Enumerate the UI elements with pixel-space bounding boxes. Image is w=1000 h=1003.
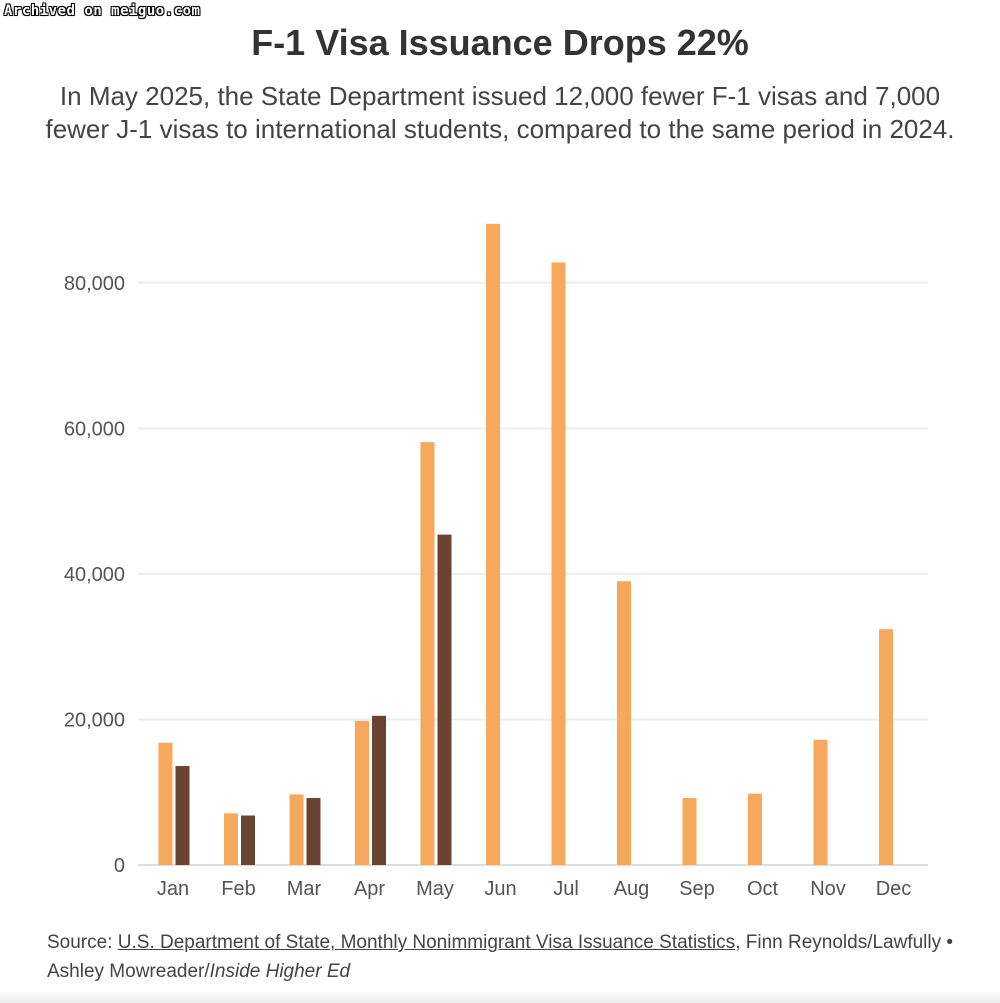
watermark: Archived on meiguo.com: [4, 3, 201, 19]
bar: [372, 715, 386, 865]
bar: [551, 262, 566, 865]
y-tick-label: 80,000: [64, 273, 125, 295]
bar: [306, 798, 321, 865]
x-tick-label: Jan: [157, 878, 189, 900]
x-tick-label: Mar: [287, 878, 322, 900]
source-note: Source: U.S. Department of State, Monthl…: [47, 928, 967, 986]
bar: [420, 442, 435, 865]
x-tick-label: Nov: [810, 878, 846, 900]
bar: [224, 813, 238, 865]
bar-chart: 0 20,000 40,000 60,000 80,000 Jan Feb Mar Apr May…: [64, 223, 928, 900]
x-tick-label: Apr: [354, 878, 385, 900]
y-tick-label: 40,000: [64, 564, 125, 586]
y-tick-label: 0: [114, 855, 125, 877]
bar: [289, 794, 304, 865]
x-tick-label: Sep: [679, 878, 715, 900]
bar: [355, 720, 369, 865]
source-credits: , Finn Reynolds/Lawfully • Ashley Mowrea…: [47, 932, 954, 982]
bar: [158, 742, 173, 865]
x-tick-label: Jun: [484, 878, 516, 900]
source-prefix: Source:: [47, 932, 118, 953]
source-link[interactable]: U.S. Department of State, Monthly Nonimm…: [117, 932, 736, 953]
bar: [813, 739, 828, 865]
bar: [682, 798, 697, 865]
source-publication: Inside Higher Ed: [209, 961, 351, 982]
x-tick-label: Dec: [876, 878, 912, 900]
x-tick-label: Oct: [747, 878, 779, 900]
bar: [437, 534, 452, 865]
bar: [748, 793, 762, 865]
x-tick-label: May: [416, 878, 454, 900]
bar: [617, 581, 631, 865]
x-tick-label: Aug: [614, 878, 650, 900]
bar: [486, 223, 500, 866]
bar: [879, 629, 893, 865]
chart-title: F-1 Visa Issuance Drops 22%: [251, 22, 749, 63]
bottom-fade: [0, 991, 1000, 1003]
y-tick-label: 20,000: [64, 709, 125, 731]
bar: [175, 766, 190, 865]
x-tick-label: Jul: [553, 878, 579, 900]
chart-subtitle: In May 2025, the State Department issued…: [45, 81, 955, 144]
bar: [241, 815, 255, 865]
x-tick-label: Feb: [221, 878, 255, 900]
y-tick-label: 60,000: [64, 418, 125, 440]
